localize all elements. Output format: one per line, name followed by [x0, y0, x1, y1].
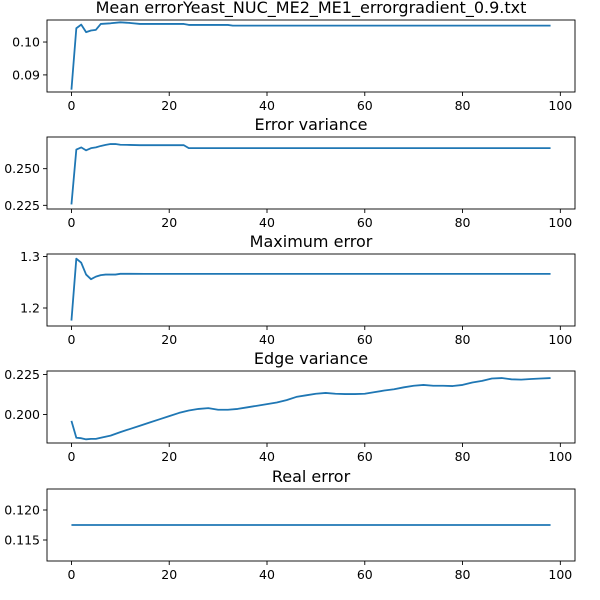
- subplot-title: Edge variance: [254, 349, 368, 368]
- series-line: [70, 21, 551, 90]
- x-tick-label: 40: [259, 332, 275, 347]
- y-tick-label: 0.10: [12, 35, 40, 50]
- subplot-title: Error variance: [255, 115, 368, 134]
- y-tick-label: 0.115: [4, 533, 40, 548]
- x-tick-label: 80: [455, 449, 471, 464]
- x-tick-label: 100: [548, 215, 572, 230]
- x-tick-label: 20: [161, 98, 177, 113]
- y-tick-label: 0.120: [4, 503, 40, 518]
- subplot-2: Error variance 0 20 40 60 80 100 0.225 0.250: [4, 115, 576, 230]
- x-tick-label: 0: [67, 449, 75, 464]
- y-tick-label: 0.200: [4, 407, 40, 422]
- series-line: [70, 257, 551, 321]
- y-tick-label: 0.225: [4, 367, 40, 382]
- x-tick-label: 20: [161, 567, 177, 582]
- x-tick-label: 40: [259, 215, 275, 230]
- subplot-3: Maximum error 0 20 40 60 80 100 1.2 1.3: [20, 232, 576, 347]
- x-tick-label: 60: [357, 449, 373, 464]
- x-tick-label: 0: [67, 215, 75, 230]
- x-tick-label: 100: [548, 332, 572, 347]
- axes-frame: [46, 253, 576, 327]
- subplot-1: Mean errorYeast_NUC_ME2_ME1_errorgradien…: [12, 0, 576, 113]
- y-tick-label: 1.3: [20, 249, 40, 264]
- x-tick-label: 0: [67, 98, 75, 113]
- x-tick-label: 40: [259, 449, 275, 464]
- subplot-title: Real error: [272, 467, 351, 486]
- x-tick-label: 80: [455, 567, 471, 582]
- x-tick-label: 100: [548, 449, 572, 464]
- x-tick-label: 0: [67, 567, 75, 582]
- axes-frame: [46, 19, 576, 93]
- subplot-title: Mean errorYeast_NUC_ME2_ME1_errorgradien…: [96, 0, 527, 18]
- series-line: [70, 377, 551, 441]
- x-tick-label: 60: [357, 567, 373, 582]
- subplot-title: Maximum error: [250, 232, 373, 251]
- y-tick-label: 0.09: [12, 67, 40, 82]
- subplot-4: Edge variance 0 20 40 60 80 100 0.200 0.225: [4, 349, 576, 464]
- x-tick-label: 20: [161, 332, 177, 347]
- x-tick-label: 80: [455, 98, 471, 113]
- y-tick-label: 1.2: [20, 301, 40, 316]
- subplot-5: Real error 0 20 40 60 80 100 0.115 0.120: [4, 467, 576, 582]
- x-tick-label: 60: [357, 332, 373, 347]
- x-tick-label: 80: [455, 215, 471, 230]
- x-tick-label: 20: [161, 215, 177, 230]
- x-tick-label: 100: [548, 98, 572, 113]
- x-tick-label: 40: [259, 567, 275, 582]
- y-tick-label: 0.225: [4, 198, 40, 213]
- series-line: [70, 143, 551, 205]
- x-tick-label: 100: [548, 567, 572, 582]
- axes-frame: [46, 488, 576, 562]
- x-tick-label: 80: [455, 332, 471, 347]
- axes-frame: [46, 370, 576, 444]
- x-tick-label: 40: [259, 98, 275, 113]
- x-tick-label: 60: [357, 98, 373, 113]
- x-tick-label: 20: [161, 449, 177, 464]
- x-tick-label: 60: [357, 215, 373, 230]
- x-tick-label: 0: [67, 332, 75, 347]
- y-tick-label: 0.250: [4, 161, 40, 176]
- axes-frame: [46, 136, 576, 210]
